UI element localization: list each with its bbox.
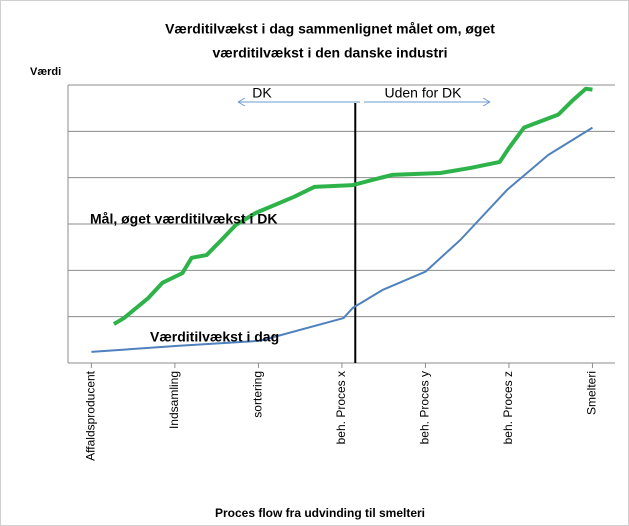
annotation: DK: [252, 85, 272, 101]
series-label: Værditilvækst i dag: [150, 329, 279, 345]
x-tick-label: sortering: [251, 371, 265, 418]
series-line: [112, 86, 593, 326]
series-line: [91, 126, 593, 353]
chart-title: Værditilvækst i dag sammenlignet målet o…: [165, 21, 495, 37]
annotation: Uden for DK: [384, 85, 462, 101]
chart-title: værditilvækst i den danske industri: [213, 45, 448, 61]
x-tick-label: Affaldsproducent: [84, 370, 98, 461]
series-label: Mål, øget værditilvækst i DK: [90, 211, 277, 227]
y-axis-label: Værdi: [30, 66, 61, 78]
x-tick-label: beh. Proces z: [501, 371, 515, 444]
x-tick-label: beh. Proces y: [418, 371, 432, 444]
x-tick-label: Indsamling: [167, 371, 181, 429]
arrow-head: [482, 97, 491, 107]
x-axis-label: Proces flow fra udvinding til smelteri: [215, 506, 425, 520]
arrow-head: [237, 97, 246, 107]
x-tick-label: Smelteri: [585, 371, 599, 415]
x-tick-label: beh. Proces x: [334, 371, 348, 444]
